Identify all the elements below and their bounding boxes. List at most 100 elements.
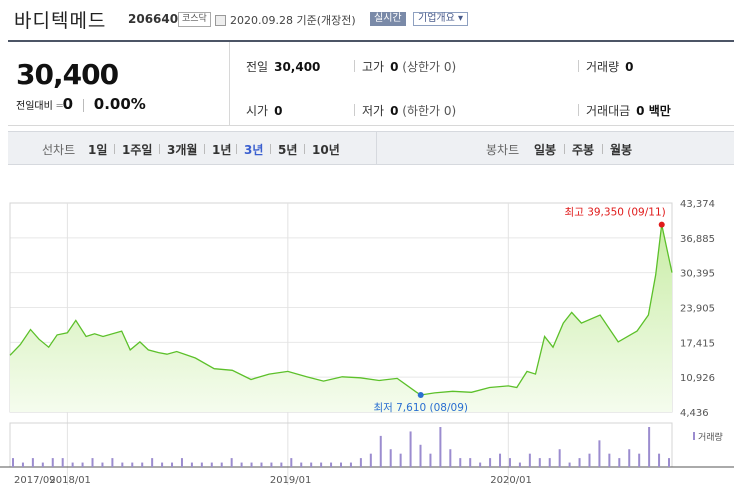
- x-tick-label: 2020/01: [490, 475, 532, 486]
- volume-bar: [21, 462, 24, 467]
- volume-bar: [568, 462, 571, 467]
- volume-bar: [449, 449, 452, 467]
- low-value: 0: [390, 104, 399, 118]
- volume-bar: [171, 462, 174, 467]
- x-tick-label: 2019/01: [270, 475, 312, 486]
- company-info-dropdown[interactable]: 기업개요 ▾: [413, 12, 469, 26]
- price-area-fill: [10, 224, 672, 412]
- volume-bar: [330, 462, 333, 467]
- volume-bar: [161, 462, 164, 467]
- volume-label: 거래량: [586, 60, 620, 74]
- volume-bar: [359, 458, 362, 467]
- calendar-icon: [215, 15, 226, 26]
- x-tick-label: 2017/09: [14, 475, 56, 486]
- period-3m[interactable]: 3개월: [167, 143, 198, 157]
- volume-bar: [300, 462, 303, 467]
- volume-bar: [280, 462, 283, 467]
- quote-panel: 30,400 전일대비 ═0 0.00% 전일 30,400 고가 0 (상한가 0…: [8, 42, 734, 126]
- period-5y[interactable]: 5년: [278, 143, 298, 157]
- volume-bar: [180, 458, 183, 467]
- y-tick-label: 30,395: [680, 269, 715, 280]
- stock-header: 바디텍메드 206640 코스닥 2020.09.28 기준(개장전) 실시간 …: [0, 0, 734, 40]
- y-tick-label: 4,436: [680, 408, 709, 419]
- candle-monthly[interactable]: 월봉: [610, 143, 633, 157]
- stock-name: 바디텍메드: [14, 10, 107, 32]
- volume-bar: [51, 458, 54, 467]
- change-percent: 0.00%: [93, 95, 146, 113]
- y-tick-label: 43,374: [680, 199, 715, 210]
- volume-bar: [31, 458, 34, 467]
- candle-daily[interactable]: 일봉: [534, 143, 557, 157]
- volume-bar: [389, 449, 392, 467]
- volume-bar: [320, 462, 323, 467]
- volume-bar: [81, 462, 84, 467]
- volume-bar: [439, 427, 442, 467]
- prev-close: 전일 30,400: [246, 58, 320, 75]
- low-limit: (하한가 0): [402, 104, 457, 118]
- volume-legend-label: 거래량: [698, 431, 723, 443]
- volume-bar: [638, 453, 641, 467]
- volume-bar: [200, 462, 203, 467]
- volume-bar: [61, 458, 64, 467]
- market-badge: 코스닥: [178, 12, 211, 27]
- volume-bar: [668, 458, 670, 467]
- volume-bar: [141, 462, 144, 467]
- volume-bar: [558, 449, 561, 467]
- open-label: 시가: [246, 104, 269, 118]
- volume-bar: [340, 462, 342, 467]
- header-divider: [8, 40, 734, 42]
- change-value: 0: [62, 95, 74, 113]
- max-marker: [658, 221, 665, 228]
- volume-bar: [151, 458, 154, 467]
- volume-bar: [469, 458, 472, 467]
- volume-bar: [91, 458, 94, 467]
- stock-code: 206640: [128, 12, 179, 26]
- volume-bar: [12, 458, 14, 467]
- chevron-down-icon: ▾: [458, 13, 464, 24]
- period-10y[interactable]: 10년: [312, 143, 340, 157]
- price-line: [9, 224, 673, 396]
- volume-bar: [628, 449, 631, 467]
- volume-bar: [230, 458, 233, 467]
- current-price: 30,400: [16, 58, 119, 91]
- volume-bar: [131, 462, 134, 467]
- volume-bar: [608, 453, 611, 467]
- volume-bar: [518, 462, 521, 467]
- volume-bar: [658, 453, 661, 467]
- realtime-button[interactable]: 실시간: [370, 12, 406, 26]
- volume-bar: [71, 462, 74, 467]
- volume-bar: [578, 458, 581, 467]
- high-label: 고가: [362, 60, 385, 74]
- volume-bar: [121, 462, 124, 467]
- volume-legend-swatch: [693, 432, 695, 440]
- volume-bar: [548, 458, 551, 467]
- divider: [82, 99, 84, 112]
- volume-bar: [240, 462, 243, 467]
- period-1w[interactable]: 1주일: [122, 143, 153, 157]
- volume-bar: [459, 458, 462, 467]
- period-3y[interactable]: 3년: [244, 143, 264, 157]
- amount-value: 0 백만: [636, 104, 671, 118]
- base-date: 2020.09.28 기준(개장전): [230, 14, 356, 27]
- period-1d[interactable]: 1일: [88, 143, 108, 157]
- open-price: 시가 0: [246, 102, 282, 119]
- candle-weekly[interactable]: 주봉: [572, 143, 595, 157]
- min-marker: [417, 391, 424, 398]
- prev-close-value: 30,400: [274, 60, 321, 74]
- volume: 거래량 0: [578, 58, 633, 75]
- min-label: 최저 7,610 (08/09): [373, 402, 468, 414]
- volume-bar: [648, 427, 651, 467]
- volume-bar: [429, 453, 432, 467]
- x-tick-label: 2018/01: [49, 475, 91, 486]
- volume-chart: 거래량: [0, 422, 734, 468]
- volume-bar: [101, 462, 104, 467]
- y-tick-label: 17,415: [680, 338, 715, 349]
- price-chart[interactable]: 43,374 36,885 30,395 23,905 17,415 10,926 4,43…: [0, 165, 734, 494]
- period-1y[interactable]: 1년: [212, 143, 232, 157]
- period-bar: 선차트 1일 1주일 3개월 1년 3년 5년 10년 봉차트 일봉 주봉 월봉: [8, 131, 734, 165]
- volume-bar: [210, 462, 213, 467]
- amount-label: 거래대금: [586, 104, 631, 118]
- volume-bar: [499, 453, 502, 467]
- volume-bar: [598, 440, 601, 467]
- candle-chart-label: 봉차트: [486, 143, 520, 157]
